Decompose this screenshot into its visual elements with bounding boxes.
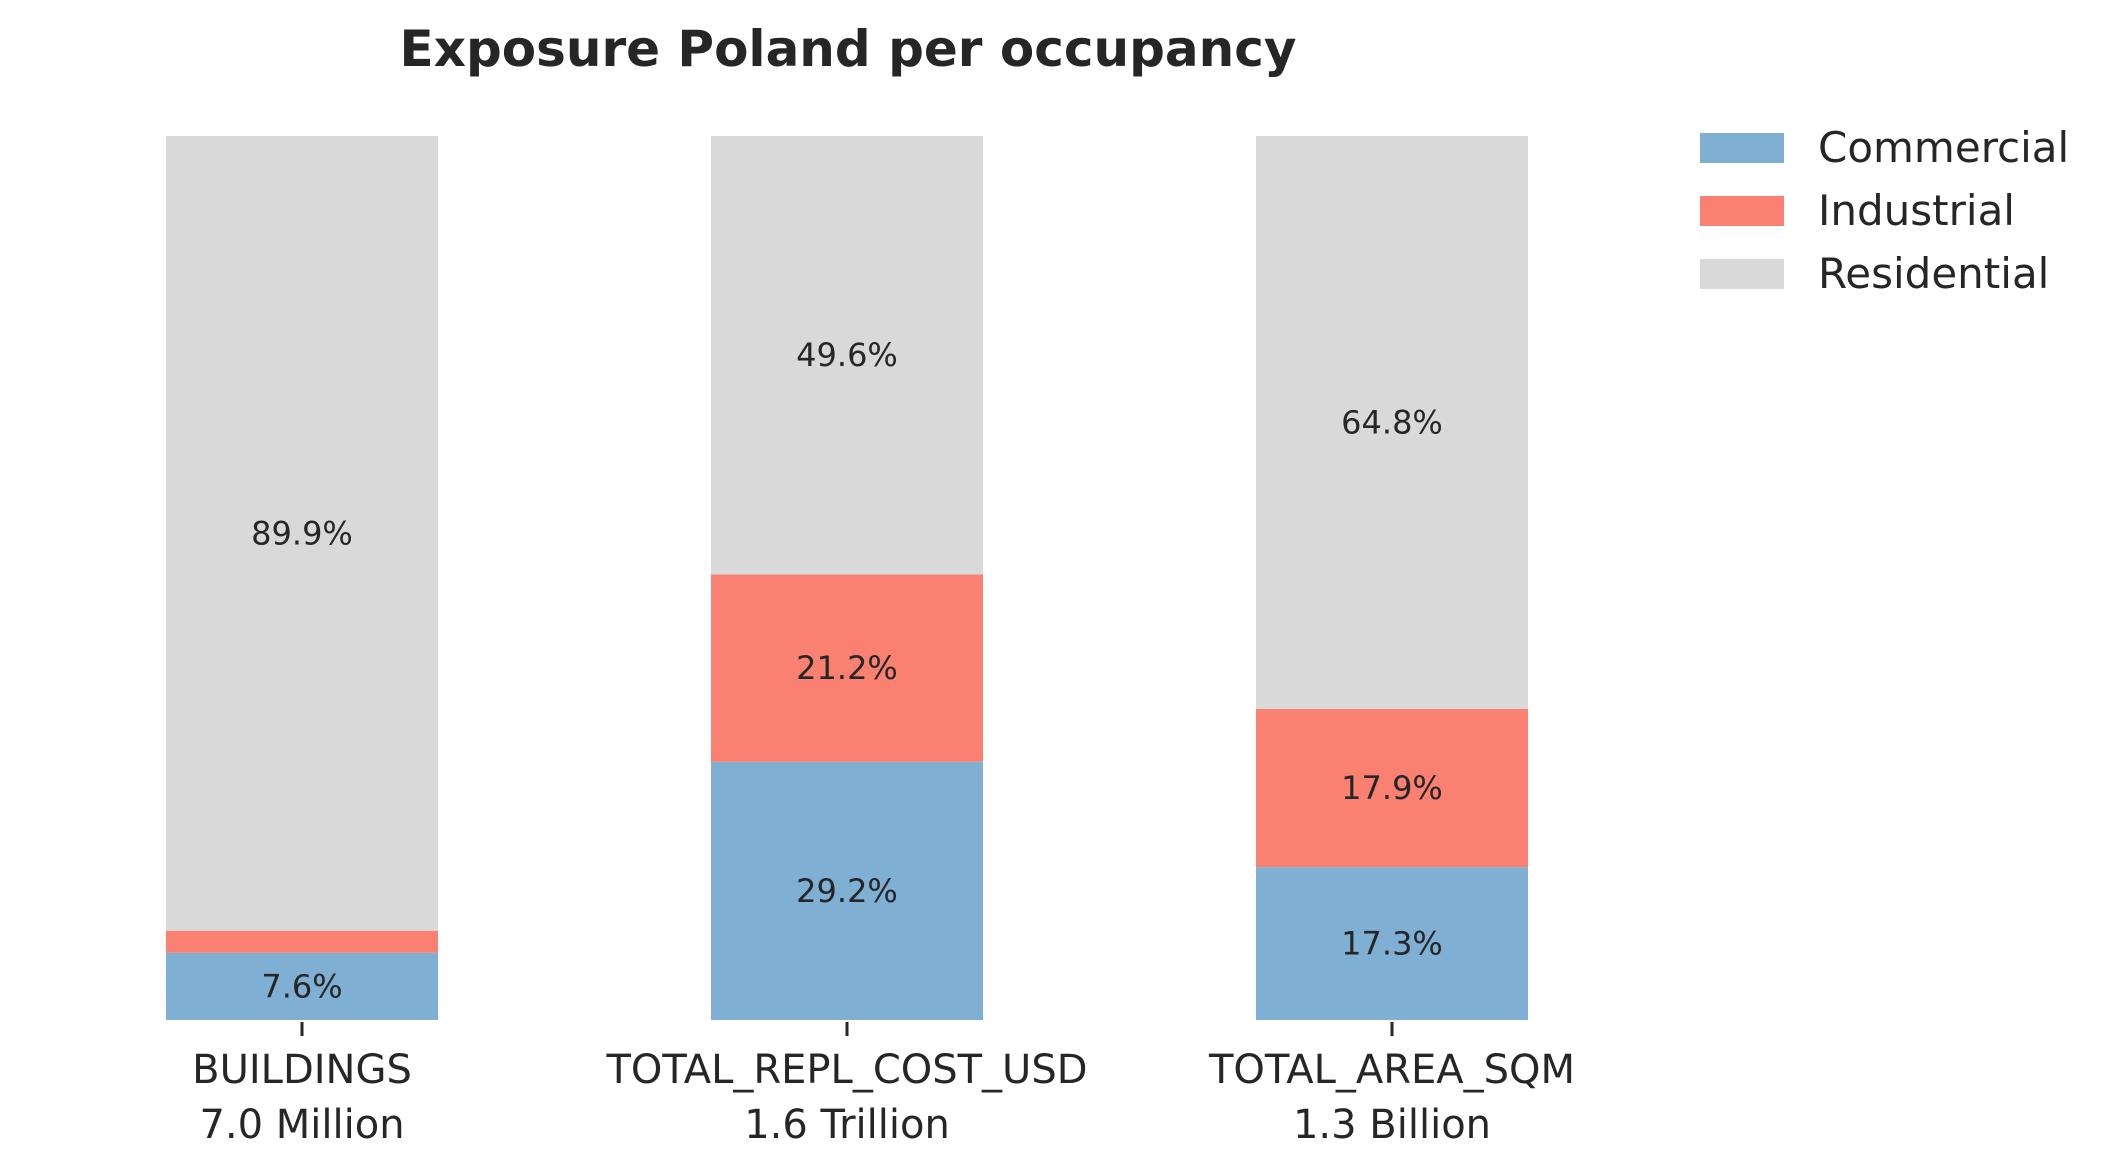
bar-segment-commercial-0 (166, 952, 438, 1020)
data-label-commercial-1: 29.2% (796, 872, 898, 910)
bar-segment-residential-0 (166, 136, 438, 931)
legend-label-residential: Residential (1818, 249, 2049, 298)
data-label-residential-2: 64.8% (1341, 403, 1443, 441)
data-label-commercial-2: 17.3% (1341, 925, 1443, 963)
legend-swatch-industrial (1700, 196, 1784, 226)
bar-segment-commercial-1 (711, 761, 983, 1020)
x-axis: BUILDINGS 7.0 Million TOTAL_REPL_COST_USD 1… (192, 1022, 1575, 1148)
data-label-commercial-0: 7.6% (261, 967, 342, 1005)
legend-swatch-commercial (1700, 133, 1784, 163)
bar-segment-residential-2 (1256, 136, 1528, 709)
bar-segment-industrial-0 (166, 930, 438, 953)
data-label-industrial-2: 17.9% (1341, 769, 1443, 807)
x-tick-label-0: BUILDINGS (192, 1047, 412, 1093)
chart-title: Exposure Poland per occupancy (400, 20, 1297, 78)
legend-swatch-residential (1700, 259, 1784, 289)
bars-group: 7.6% 89.9% 29.2% 21.2% 49.6% 17.3% 17.9% 64.8% (166, 136, 1528, 1020)
data-label-residential-1: 49.6% (796, 336, 898, 374)
legend-label-commercial: Commercial (1818, 123, 2069, 172)
x-tick-label-1: TOTAL_REPL_COST_USD (605, 1047, 1087, 1093)
x-total-label-2: 1.3 Billion (1293, 1102, 1491, 1148)
bar-segment-residential-1 (711, 136, 983, 575)
bar-segment-commercial-2 (1256, 867, 1528, 1020)
data-label-industrial-1: 21.2% (796, 649, 898, 687)
x-total-label-0: 7.0 Million (199, 1102, 404, 1148)
x-tick-label-2: TOTAL_AREA_SQM (1208, 1047, 1575, 1093)
legend: Commercial Industrial Residential (1700, 123, 2069, 298)
data-label-residential-0: 89.9% (251, 514, 353, 552)
x-total-label-1: 1.6 Trillion (744, 1102, 950, 1148)
bar-segment-industrial-1 (711, 574, 983, 762)
legend-label-industrial: Industrial (1818, 186, 2015, 235)
bar-segment-industrial-2 (1256, 708, 1528, 868)
